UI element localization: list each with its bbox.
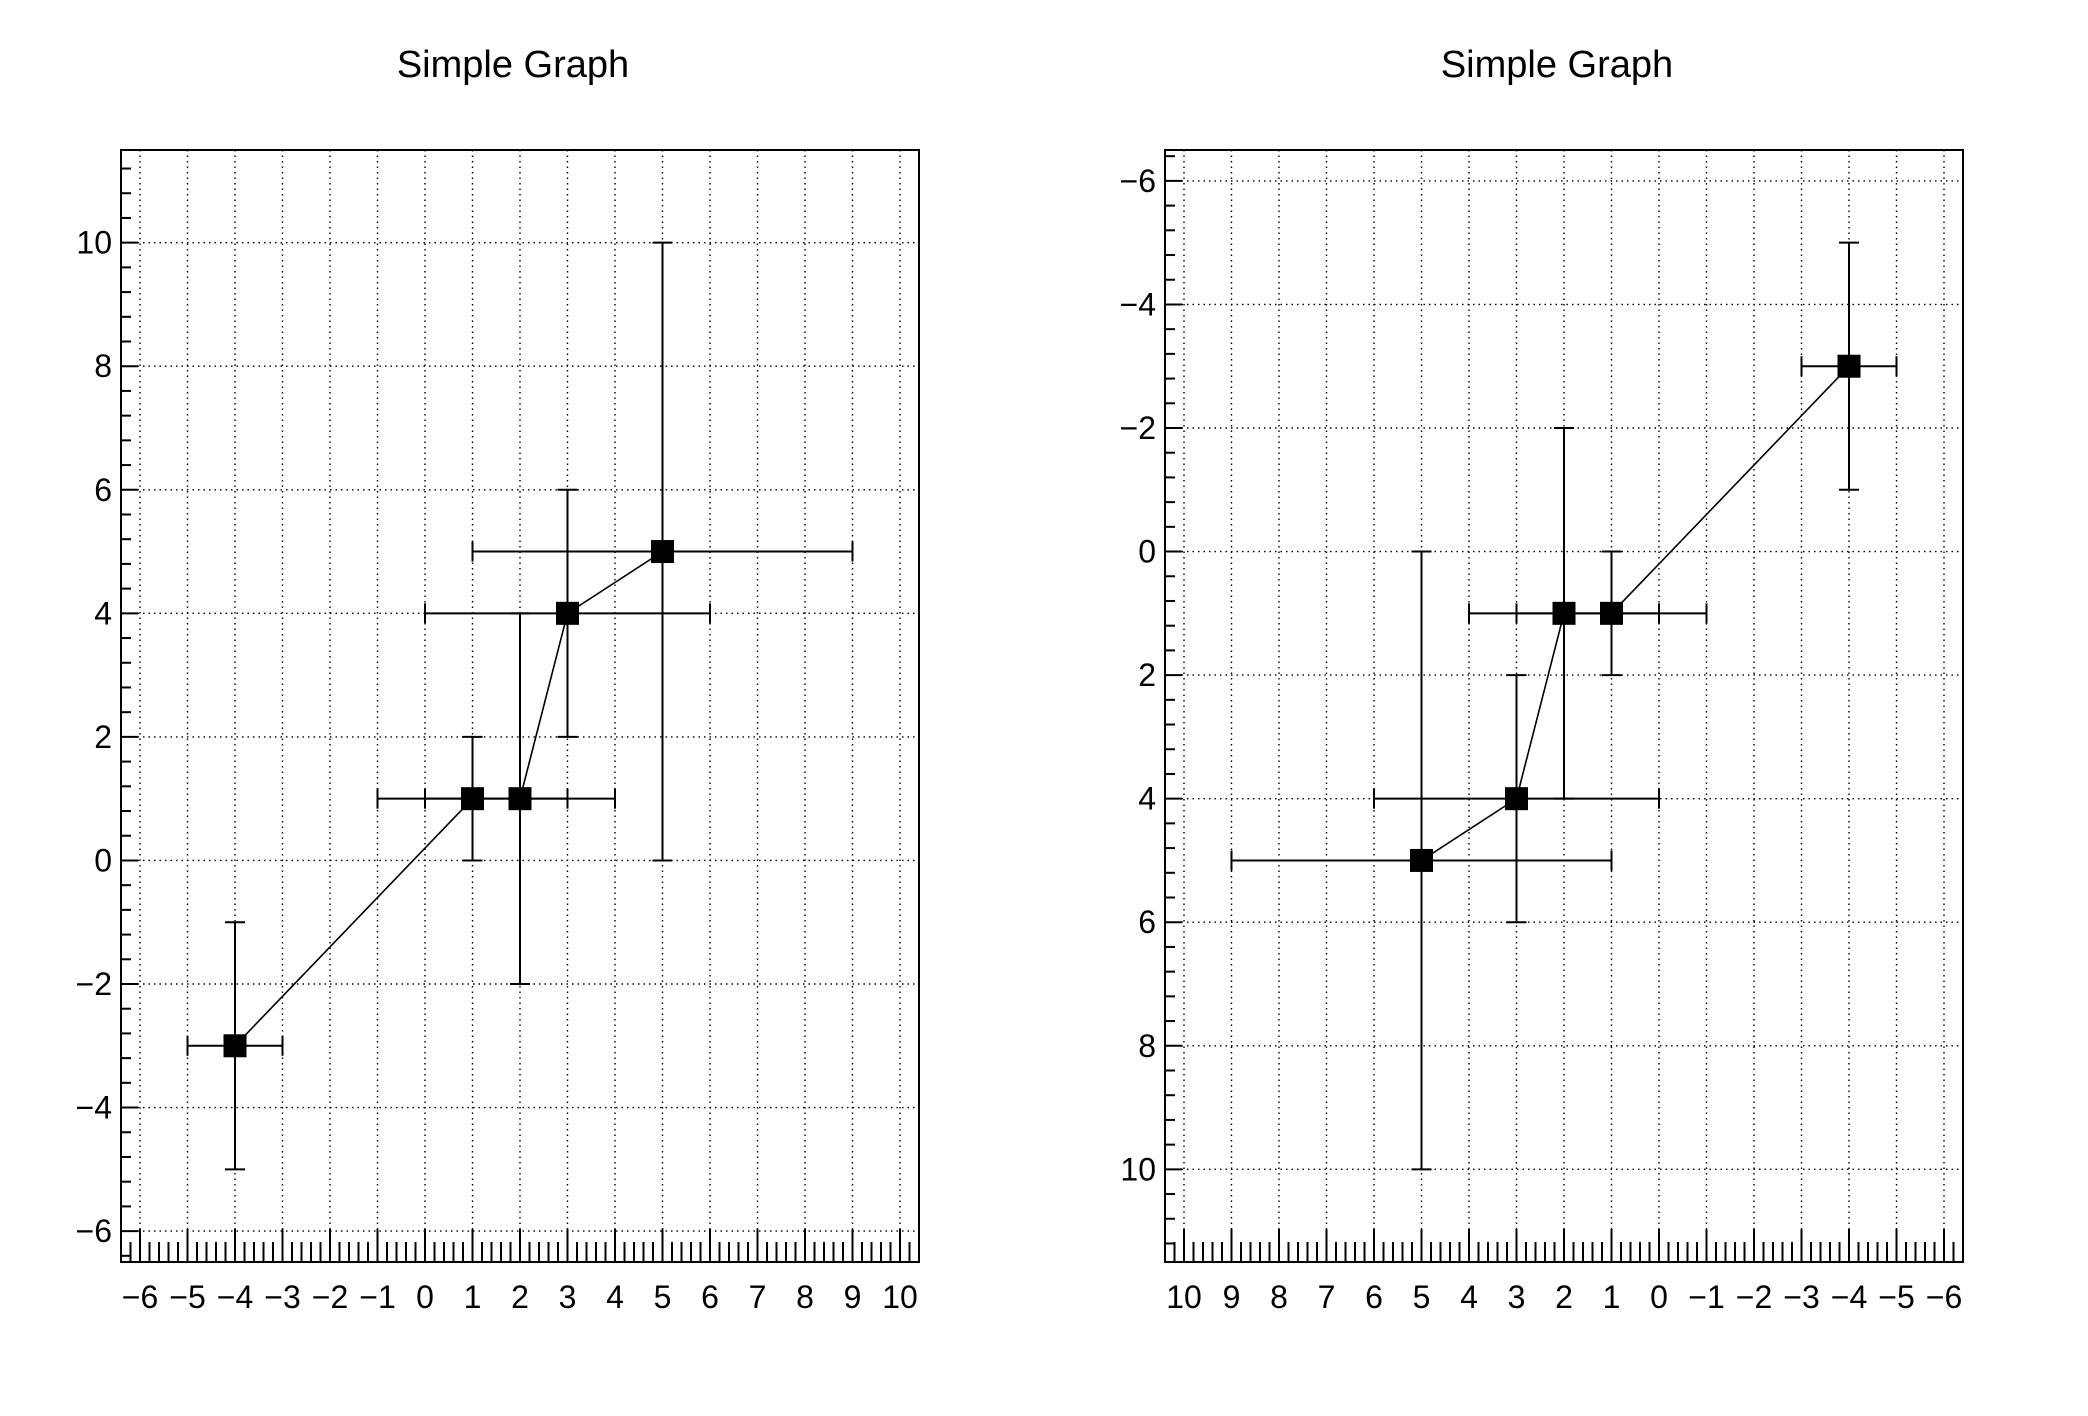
x-tick-label: 4 bbox=[606, 1279, 624, 1315]
x-tick-label: −4 bbox=[1831, 1279, 1867, 1315]
data-point-marker bbox=[556, 601, 579, 625]
x-tick-label: −2 bbox=[312, 1279, 348, 1315]
data-point-marker bbox=[223, 1034, 247, 1058]
y-tick-label: 2 bbox=[94, 719, 112, 755]
x-tick-label: 5 bbox=[654, 1279, 672, 1315]
y-tick-label: 10 bbox=[1120, 1151, 1156, 1187]
x-tick-label: −1 bbox=[359, 1279, 395, 1315]
y-tick-label: 0 bbox=[94, 842, 112, 878]
x-tick-label: 4 bbox=[1460, 1279, 1478, 1315]
y-tick-label: −4 bbox=[76, 1090, 112, 1126]
y-tick-label: 2 bbox=[1138, 657, 1156, 693]
x-tick-label: −6 bbox=[1926, 1279, 1962, 1315]
pad-right: −6−5−4−3−2−1012345678910−6−4−20246810Sim… bbox=[1120, 44, 1964, 1315]
ticks-group bbox=[121, 167, 911, 1262]
x-tick-label: −5 bbox=[169, 1279, 205, 1315]
x-tick-label: 2 bbox=[1555, 1279, 1573, 1315]
x-tick-label: 2 bbox=[511, 1279, 529, 1315]
data-point-marker bbox=[1552, 601, 1576, 625]
x-tick-label: 7 bbox=[1318, 1279, 1336, 1315]
y-tick-label: 8 bbox=[94, 348, 112, 384]
x-tick-label: −3 bbox=[1783, 1279, 1819, 1315]
x-tick-label: 6 bbox=[1365, 1279, 1383, 1315]
x-tick-label: −3 bbox=[264, 1279, 300, 1315]
y-tick-label: 4 bbox=[94, 595, 112, 631]
data-point-marker bbox=[1600, 601, 1623, 625]
y-tick-label: 8 bbox=[1138, 1028, 1156, 1064]
y-tick-label: −6 bbox=[76, 1213, 112, 1249]
pad-left: −6 −5 −4 −3 −2 −1 0 1 2 3 4 5 6 7 8 9 10−6−4−20246810Sim… bbox=[76, 44, 920, 1315]
y-tick-label: 4 bbox=[1138, 781, 1156, 817]
x-tick-label: 1 bbox=[464, 1279, 482, 1315]
data-point-marker bbox=[1410, 848, 1433, 872]
x-tick-label: −2 bbox=[1736, 1279, 1772, 1315]
x-tick-label: 7 bbox=[749, 1279, 767, 1315]
x-tick-label: 5 bbox=[1413, 1279, 1431, 1315]
y-tick-label: −2 bbox=[76, 966, 112, 1002]
x-tick-label: 10 bbox=[1166, 1279, 1202, 1315]
plot-title: Simple Graph bbox=[397, 44, 629, 86]
x-tick-label: 1 bbox=[1603, 1279, 1621, 1315]
x-tick-label: 0 bbox=[416, 1279, 434, 1315]
data-point-marker bbox=[1837, 354, 1861, 378]
y-tick-label: −2 bbox=[1120, 410, 1156, 446]
y-tick-label: 10 bbox=[76, 225, 112, 261]
x-tick-label: 0 bbox=[1650, 1279, 1668, 1315]
y-tick-label: 6 bbox=[94, 472, 112, 508]
data-point-marker bbox=[508, 787, 532, 811]
y-tick-label: −4 bbox=[1120, 286, 1156, 322]
x-tick-label: −1 bbox=[1688, 1279, 1724, 1315]
markers-group bbox=[1410, 354, 1861, 872]
x-tick-label: 8 bbox=[796, 1279, 814, 1315]
x-tick-label: −4 bbox=[217, 1279, 253, 1315]
y-tick-label: 0 bbox=[1138, 534, 1156, 570]
x-tick-label: 8 bbox=[1270, 1279, 1288, 1315]
x-tick-label: 9 bbox=[1223, 1279, 1241, 1315]
data-point-marker bbox=[461, 787, 484, 811]
x-tick-label: 3 bbox=[1508, 1279, 1526, 1315]
x-tick-label: −5 bbox=[1878, 1279, 1914, 1315]
x-tick-label: 9 bbox=[844, 1279, 862, 1315]
data-point-marker bbox=[651, 540, 674, 564]
y-tick-label: 6 bbox=[1138, 904, 1156, 940]
x-tick-label: −6 bbox=[122, 1279, 158, 1315]
x-tick-label: 3 bbox=[559, 1279, 577, 1315]
ticks-group bbox=[1165, 155, 1955, 1262]
y-tick-label: −6 bbox=[1120, 163, 1156, 199]
data-point-marker bbox=[1505, 787, 1528, 811]
x-tick-label: 10 bbox=[882, 1279, 918, 1315]
markers-group bbox=[223, 540, 674, 1058]
x-tick-label: 6 bbox=[701, 1279, 719, 1315]
plot-title: Simple Graph bbox=[1441, 44, 1673, 86]
